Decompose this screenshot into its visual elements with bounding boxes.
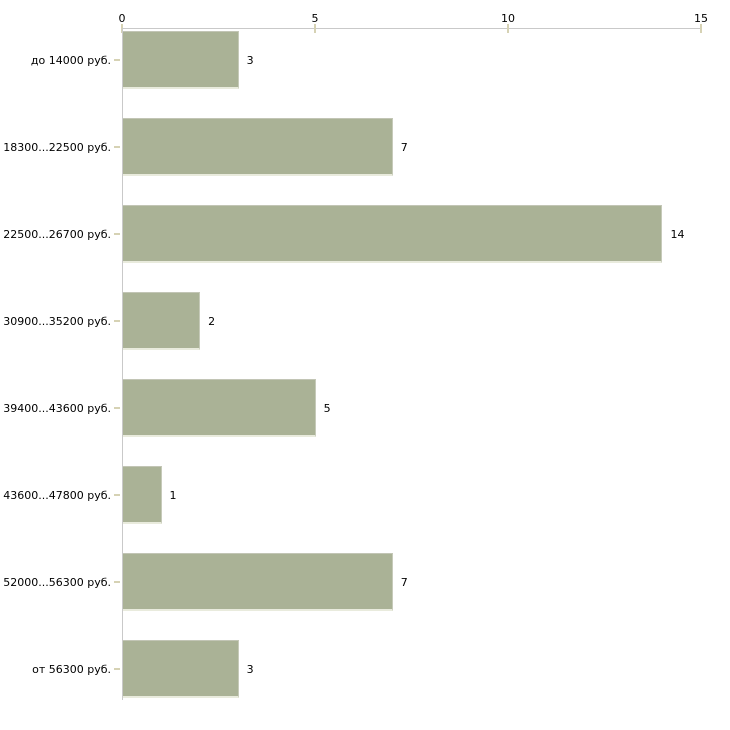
bar-track: 7 <box>123 118 701 176</box>
bar <box>123 553 393 611</box>
bar-track: 2 <box>123 292 701 350</box>
category-tick-mark <box>114 407 120 409</box>
chart-row: 52000...56300 руб. 7 <box>0 553 730 611</box>
bar <box>123 292 201 350</box>
category-tick-mark <box>114 59 120 61</box>
category-tick-mark <box>114 581 120 583</box>
bar-value-label: 1 <box>169 488 177 502</box>
chart-rows: до 14000 руб. 3 18300...22500 руб. 7 22500..… <box>0 29 730 727</box>
category-label: 18300...22500 руб. <box>3 140 111 154</box>
bar-track: 14 <box>123 205 701 263</box>
x-axis-tick-label: 5 <box>311 12 319 25</box>
bar <box>123 379 316 437</box>
chart-row: от 56300 руб. 3 <box>0 640 730 698</box>
chart-row: до 14000 руб. 3 <box>0 31 730 89</box>
bar-value-label: 2 <box>208 314 216 328</box>
category-label: 30900...35200 руб. <box>3 314 111 328</box>
chart-row: 30900...35200 руб. 2 <box>0 292 730 350</box>
category-tick-mark <box>114 320 120 322</box>
category-label: 22500...26700 руб. <box>3 227 111 241</box>
bar-track: 5 <box>123 379 701 437</box>
bar <box>123 640 239 698</box>
x-axis: 0 5 10 15 <box>118 0 708 33</box>
category-tick-mark <box>114 668 120 670</box>
category-tick-mark <box>114 233 120 235</box>
bar-value-label: 7 <box>400 140 408 154</box>
chart-row: 39400...43600 руб. 5 <box>0 379 730 437</box>
bar <box>123 31 239 89</box>
bar-track: 1 <box>123 466 701 524</box>
chart-row: 43600...47800 руб. 1 <box>0 466 730 524</box>
bar-value-label: 3 <box>246 53 254 67</box>
bar-value-label: 14 <box>670 227 685 241</box>
bar-value-label: 5 <box>323 401 331 415</box>
category-tick-mark <box>114 146 120 148</box>
category-label: 52000...56300 руб. <box>3 575 111 589</box>
bar-value-label: 7 <box>400 575 408 589</box>
category-tick-mark <box>114 494 120 496</box>
x-axis-tick-mark <box>507 24 509 33</box>
category-label: 43600...47800 руб. <box>3 488 111 502</box>
x-axis-tick-mark <box>700 24 702 33</box>
x-axis-tick-label: 10 <box>501 12 515 25</box>
bar <box>123 118 393 176</box>
category-label: от 56300 руб. <box>32 662 111 676</box>
category-label: 39400...43600 руб. <box>3 401 111 415</box>
bar-track: 7 <box>123 553 701 611</box>
y-axis-line <box>122 28 123 700</box>
bar-track: 3 <box>123 31 701 89</box>
bar-value-label: 3 <box>246 662 254 676</box>
x-axis-tick-label: 15 <box>694 12 708 25</box>
chart-row: 18300...22500 руб. 7 <box>0 118 730 176</box>
category-label: до 14000 руб. <box>30 53 111 67</box>
bar-track: 3 <box>123 640 701 698</box>
bar <box>123 205 663 263</box>
x-axis-tick-mark <box>314 24 316 33</box>
x-axis-tick-label: 0 <box>118 12 126 25</box>
bar <box>123 466 162 524</box>
chart-row: 22500...26700 руб. 14 <box>0 205 730 263</box>
